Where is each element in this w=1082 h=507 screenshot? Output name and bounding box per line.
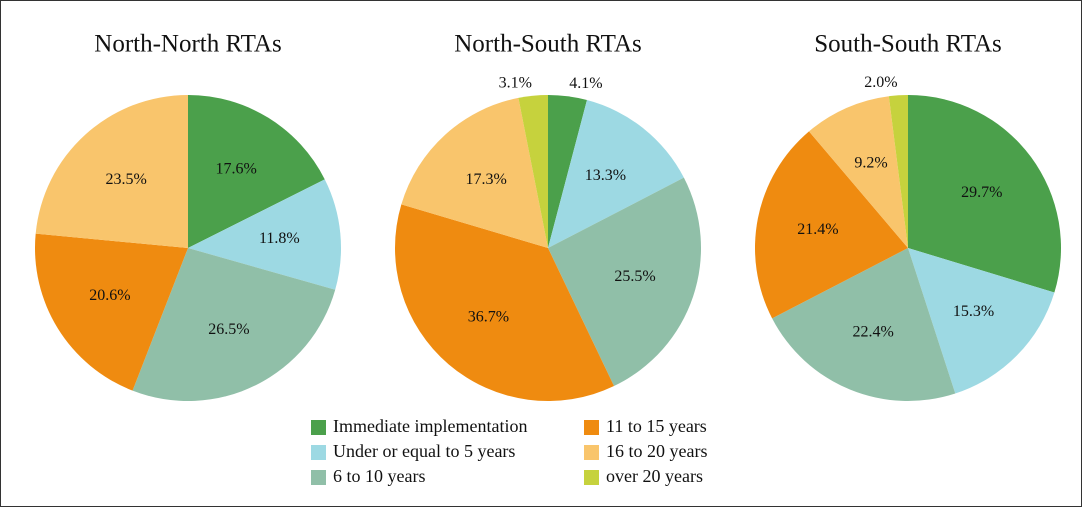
pie-slice bbox=[809, 96, 908, 248]
pie-slice bbox=[394, 204, 615, 401]
value-label: 2.0% bbox=[864, 74, 897, 91]
value-label: 11.8% bbox=[259, 230, 300, 247]
value-label: 13.3% bbox=[585, 167, 626, 184]
legend-swatch bbox=[584, 445, 599, 460]
pie-slice bbox=[188, 179, 342, 290]
pie-slice bbox=[518, 95, 548, 248]
value-label: 3.1% bbox=[499, 74, 532, 91]
value-label: 29.7% bbox=[961, 184, 1002, 201]
legend-label: Under or equal to 5 years bbox=[333, 441, 515, 461]
pie-slice bbox=[548, 100, 684, 249]
legend-label: Immediate implementation bbox=[333, 416, 527, 436]
legend-swatch bbox=[311, 420, 326, 435]
value-label: 22.4% bbox=[852, 324, 893, 341]
legend-label: 16 to 20 years bbox=[606, 441, 707, 461]
pie-slice bbox=[132, 248, 336, 401]
pie-slice bbox=[401, 97, 548, 248]
value-label: 15.3% bbox=[953, 303, 994, 320]
value-label: 17.6% bbox=[216, 161, 257, 178]
pie-slice bbox=[188, 95, 325, 248]
pie-slice bbox=[908, 248, 1055, 394]
value-label: 21.4% bbox=[797, 221, 838, 238]
legend-swatch bbox=[311, 445, 326, 460]
pie-slice bbox=[35, 233, 189, 391]
legend-label: over 20 years bbox=[606, 466, 703, 486]
value-label: 25.5% bbox=[614, 268, 655, 285]
pie-slice bbox=[772, 248, 956, 401]
value-label: 20.6% bbox=[89, 287, 130, 304]
pie-slice bbox=[548, 95, 587, 248]
value-label: 23.5% bbox=[106, 171, 147, 188]
pie-slice bbox=[548, 177, 701, 387]
chart-title: North-North RTAs bbox=[94, 31, 281, 58]
chart-title: South-South RTAs bbox=[814, 31, 1002, 58]
pie-slice bbox=[908, 95, 1061, 293]
chart-title: North-South RTAs bbox=[454, 31, 641, 58]
legend-label: 6 to 10 years bbox=[333, 466, 425, 486]
value-label: 9.2% bbox=[854, 155, 887, 172]
value-label: 36.7% bbox=[468, 308, 509, 325]
value-label: 17.3% bbox=[466, 171, 507, 188]
legend-swatch bbox=[584, 470, 599, 485]
value-label: 4.1% bbox=[569, 75, 602, 92]
legend-swatch bbox=[311, 470, 326, 485]
pie-slice bbox=[35, 95, 189, 248]
pie-slice bbox=[888, 95, 908, 248]
legend-swatch bbox=[584, 420, 599, 435]
legend-label: 11 to 15 years bbox=[606, 416, 707, 436]
value-label: 26.5% bbox=[208, 321, 249, 338]
pie-slice bbox=[755, 131, 908, 319]
